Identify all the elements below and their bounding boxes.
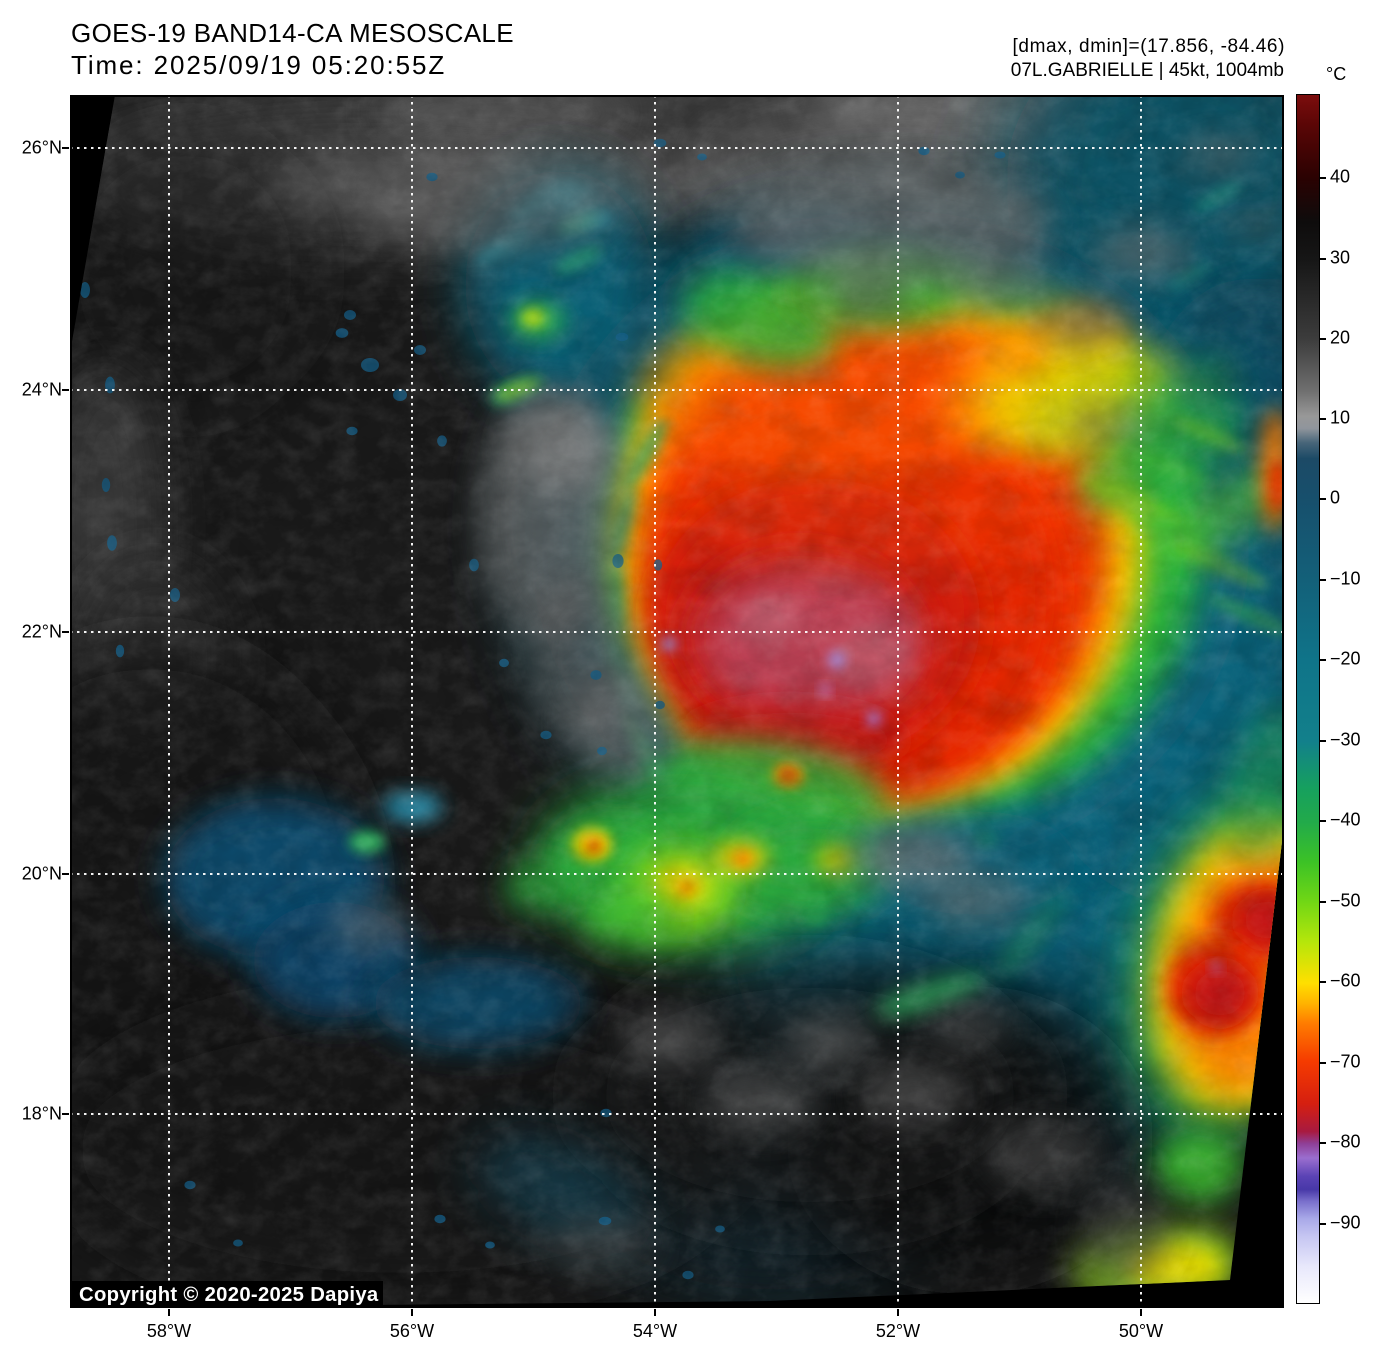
svg-text:Copyright © 2020-2025 Dapiya: Copyright © 2020-2025 Dapiya	[79, 1284, 379, 1306]
